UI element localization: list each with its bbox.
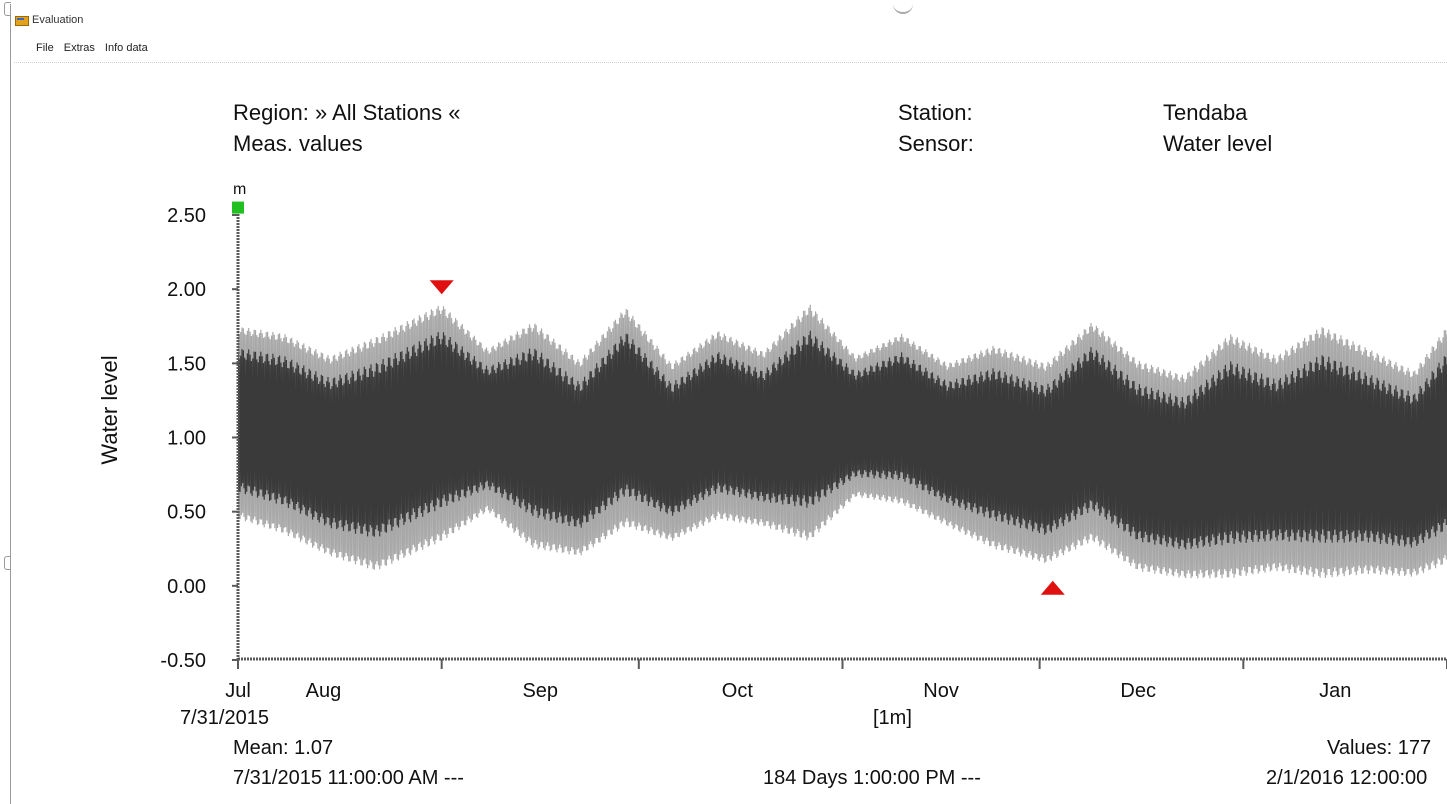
values-count: Values: 177 bbox=[1327, 737, 1432, 759]
window-corner-top bbox=[4, 2, 11, 16]
y-tick-label: 1.50 bbox=[167, 353, 206, 375]
app-icon bbox=[14, 14, 29, 26]
x-tick-label: Sep bbox=[522, 680, 558, 702]
y-tick-label: 1.00 bbox=[167, 428, 206, 450]
menu-bar: File Extras Info data bbox=[36, 42, 148, 54]
y-unit-label: m bbox=[233, 181, 246, 198]
window-top-grip[interactable] bbox=[893, 4, 913, 14]
window-title: Evaluation bbox=[32, 14, 84, 26]
sensor-label: Sensor: bbox=[898, 131, 974, 156]
y-tick-label: -0.50 bbox=[160, 650, 206, 672]
max-marker bbox=[429, 280, 454, 295]
menu-divider bbox=[14, 62, 1447, 63]
x-tick-label: Oct bbox=[722, 680, 754, 702]
meas-values-label: Meas. values bbox=[233, 131, 363, 156]
title-bar: Evaluation bbox=[14, 10, 83, 30]
x-tick-label: Jul bbox=[225, 680, 251, 702]
region-label: Region: » All Stations « bbox=[233, 100, 461, 125]
end-time: 2/1/2016 12:00:00 bbox=[1266, 767, 1428, 789]
y-tick-label: 2.50 bbox=[167, 205, 206, 227]
start-date: 7/31/2015 bbox=[180, 707, 269, 729]
sensor-value: Water level bbox=[1163, 131, 1273, 156]
menu-info-data[interactable]: Info data bbox=[104, 42, 148, 54]
menu-file[interactable]: File bbox=[36, 42, 54, 54]
mean-value: Mean: 1.07 bbox=[233, 737, 334, 759]
window-left-border bbox=[10, 4, 11, 804]
window-resize-handle[interactable] bbox=[4, 556, 11, 570]
x-tick-label: Dec bbox=[1120, 680, 1156, 702]
duration: 184 Days 1:00:00 PM --- bbox=[763, 767, 981, 789]
x-tick-label: Aug bbox=[306, 680, 342, 702]
y-tick-label: 2.00 bbox=[167, 279, 206, 301]
x-tick-label: Jan bbox=[1319, 680, 1351, 702]
station-value: Tendaba bbox=[1163, 100, 1248, 125]
series-line-outer bbox=[238, 304, 1447, 579]
y-axis-title: Water level bbox=[97, 355, 122, 464]
series-line-inner bbox=[238, 330, 1447, 550]
x-tick-label: Nov bbox=[923, 680, 959, 702]
station-label: Station: bbox=[898, 100, 973, 125]
y-tick-label: 0.50 bbox=[167, 502, 206, 524]
start-time: 7/31/2015 11:00:00 AM --- bbox=[233, 767, 464, 789]
time-resolution: [1m] bbox=[873, 707, 912, 729]
y-tick-label: 0.00 bbox=[167, 576, 206, 598]
min-marker bbox=[1040, 580, 1065, 595]
menu-extras[interactable]: Extras bbox=[63, 42, 95, 54]
scale-top-marker bbox=[232, 201, 244, 214]
